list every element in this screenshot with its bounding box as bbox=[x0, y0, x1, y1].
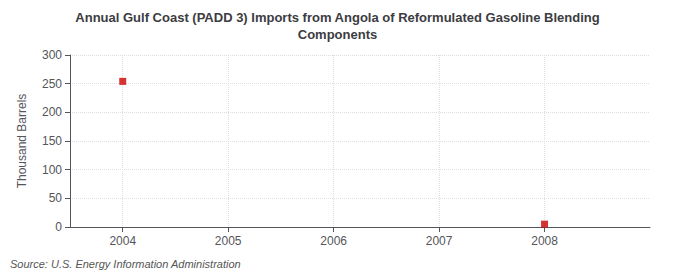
svg-text:50: 50 bbox=[49, 191, 63, 205]
svg-text:2006: 2006 bbox=[320, 234, 347, 248]
svg-text:200: 200 bbox=[42, 105, 62, 119]
svg-text:2007: 2007 bbox=[426, 234, 453, 248]
svg-text:0: 0 bbox=[55, 220, 62, 234]
svg-text:150: 150 bbox=[42, 134, 62, 148]
svg-text:100: 100 bbox=[42, 163, 62, 177]
svg-text:2004: 2004 bbox=[109, 234, 136, 248]
svg-text:300: 300 bbox=[42, 48, 62, 62]
svg-text:2008: 2008 bbox=[531, 234, 558, 248]
svg-text:250: 250 bbox=[42, 77, 62, 91]
svg-text:Source: U.S. Energy Informatio: Source: U.S. Energy Information Administ… bbox=[10, 258, 241, 270]
svg-text:Annual Gulf Coast (PADD 3) Imp: Annual Gulf Coast (PADD 3) Imports from … bbox=[75, 10, 599, 25]
svg-text:Components: Components bbox=[298, 27, 377, 42]
svg-text:Thousand Barrels: Thousand Barrels bbox=[15, 94, 29, 189]
svg-text:2005: 2005 bbox=[215, 234, 242, 248]
